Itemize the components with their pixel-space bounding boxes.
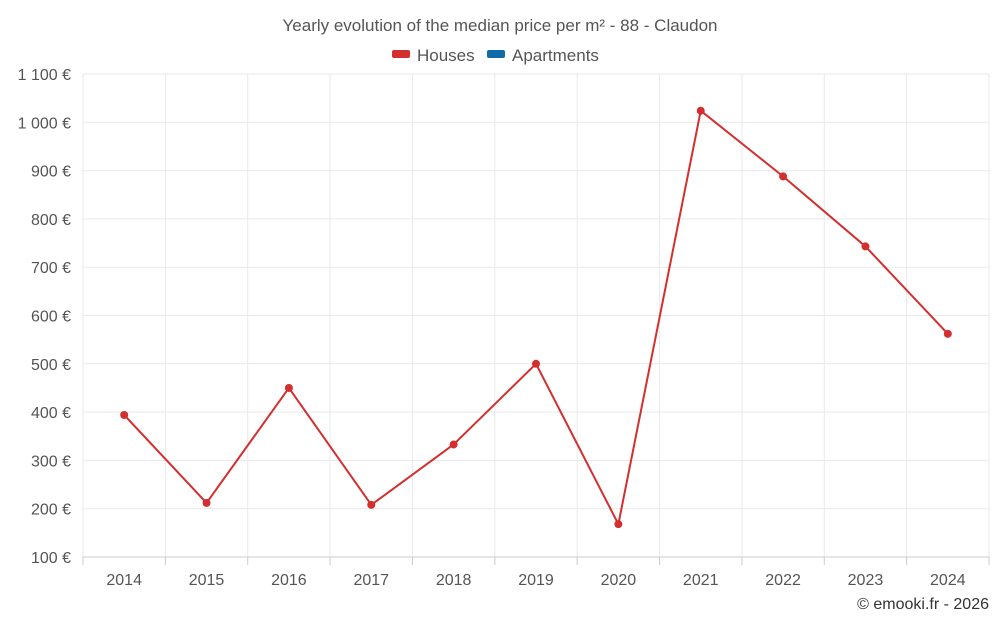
legend-item-houses[interactable]: Houses [392, 46, 475, 65]
data-point-houses[interactable] [367, 500, 376, 509]
x-tick-label: 2018 [436, 572, 472, 589]
y-axis: 100 € 200 € 300 € 400 € 500 € 600 € 700 € 800 €… [18, 67, 71, 567]
chart-title: Yearly evolution of the median price per… [283, 16, 718, 35]
legend-label-houses: Houses [417, 46, 475, 65]
y-tick-label: 700 € [31, 260, 71, 277]
data-point-houses[interactable] [532, 359, 540, 368]
data-point-houses[interactable] [449, 440, 458, 449]
data-point-houses[interactable] [202, 498, 211, 507]
data-point-houses[interactable] [614, 520, 623, 529]
y-tick-label: 900 € [31, 164, 71, 181]
y-tick-label: 500 € [31, 357, 71, 374]
x-tick-label: 2019 [518, 572, 554, 589]
x-tick-label: 2020 [601, 572, 637, 589]
y-tick-label: 100 € [31, 550, 71, 567]
data-point-houses[interactable] [861, 242, 870, 251]
plot-area [120, 106, 952, 529]
data-point-houses[interactable] [284, 383, 293, 392]
data-point-houses[interactable] [943, 329, 952, 338]
x-tick-label: 2017 [353, 572, 389, 589]
legend-swatch-houses [392, 50, 410, 58]
x-tick-label: 2024 [930, 572, 966, 589]
legend-item-apartments[interactable]: Apartments [487, 46, 599, 65]
x-axis: 2014 2015 2016 2017 2018 2019 2020 2021 2022 2023… [82, 556, 990, 589]
x-tick-label: 2016 [271, 572, 307, 589]
y-tick-label: 800 € [31, 212, 71, 229]
data-point-houses[interactable] [120, 410, 129, 419]
data-point-houses[interactable] [779, 172, 788, 181]
y-tick-label: 1 000 € [18, 115, 71, 132]
y-tick-label: 600 € [31, 309, 71, 326]
y-tick-label: 300 € [31, 453, 71, 470]
y-tick-label: 200 € [31, 502, 71, 519]
x-tick-label: 2023 [848, 572, 884, 589]
legend-label-apartments: Apartments [512, 46, 599, 65]
y-tick-label: 1 100 € [18, 67, 71, 84]
data-point-houses[interactable] [696, 106, 705, 115]
legend: Houses Apartments [392, 46, 599, 65]
x-tick-label: 2014 [106, 572, 142, 589]
x-tick-label: 2021 [683, 572, 719, 589]
y-tick-label: 400 € [31, 405, 71, 422]
x-tick-label: 2015 [189, 572, 225, 589]
x-tick-label: 2022 [765, 572, 801, 589]
credit-text: © emooki.fr - 2026 [857, 596, 989, 613]
legend-swatch-apartments [487, 50, 505, 58]
